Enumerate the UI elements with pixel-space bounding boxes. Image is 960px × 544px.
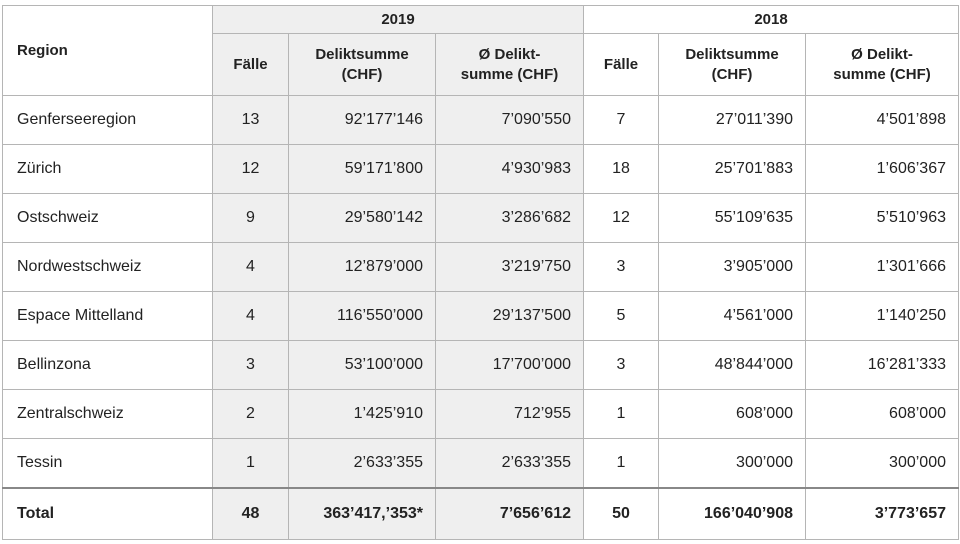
value-cell: 4’501’898 xyxy=(805,95,959,145)
value-cell: 48’844’000 xyxy=(658,340,806,390)
value-cell: 3’905’000 xyxy=(658,242,806,292)
total-cell: 363’417,’353* xyxy=(288,486,436,540)
value-cell: 53’100’000 xyxy=(288,340,436,390)
region-cell: Genferseeregion xyxy=(2,95,213,145)
value-cell: 29’580’142 xyxy=(288,193,436,243)
value-cell: 17’700’000 xyxy=(435,340,584,390)
total-cell: 166’040’908 xyxy=(658,486,806,540)
value-cell: 4’561’000 xyxy=(658,291,806,341)
value-cell: 27’011’390 xyxy=(658,95,806,145)
table-row: Zentralschweiz 2 1’425’910 712’955 1 608’000 6… xyxy=(2,389,959,439)
region-cell: Zentralschweiz xyxy=(2,389,213,439)
value-cell: 1 xyxy=(583,389,659,439)
value-cell: 300’000 xyxy=(658,438,806,488)
value-cell: 7’090’550 xyxy=(435,95,584,145)
value-cell: 1 xyxy=(583,438,659,488)
value-cell: 300’000 xyxy=(805,438,959,488)
value-cell: 4’930’983 xyxy=(435,144,584,194)
region-cell: Espace Mittelland xyxy=(2,291,213,341)
table-row: Tessin 1 2’633’355 2’633’355 1 300’000 300’000 xyxy=(2,438,959,488)
value-cell: 1’606’367 xyxy=(805,144,959,194)
value-cell: 116’550’000 xyxy=(288,291,436,341)
value-cell: 3 xyxy=(583,242,659,292)
value-cell: 25’701’883 xyxy=(658,144,806,194)
value-cell: 2’633’355 xyxy=(288,438,436,488)
column-header: Deliktsumme (CHF) xyxy=(288,33,436,96)
region-cell: Ostschweiz xyxy=(2,193,213,243)
value-cell: 1’425’910 xyxy=(288,389,436,439)
value-cell: 12 xyxy=(212,144,289,194)
value-cell: 16’281’333 xyxy=(805,340,959,390)
region-cell: Bellinzona xyxy=(2,340,213,390)
value-cell: 4 xyxy=(212,291,289,341)
table-body: Genferseeregion 13 92’177’146 7’090’550 7 27’… xyxy=(2,95,959,540)
value-cell: 12 xyxy=(583,193,659,243)
value-cell: 1’301’666 xyxy=(805,242,959,292)
column-header-row: Fälle Deliktsumme (CHF) Ø Delikt- summe (C… xyxy=(3,33,959,96)
total-cell: 3’773’657 xyxy=(805,486,959,540)
value-cell: 4 xyxy=(212,242,289,292)
total-row: Total 48 363’417,’353* 7’656’612 50 166’040’9… xyxy=(2,486,959,540)
value-cell: 2 xyxy=(212,389,289,439)
value-cell: 5 xyxy=(583,291,659,341)
table-row: Espace Mittelland 4 116’550’000 29’137’500 5… xyxy=(2,291,959,341)
value-cell: 29’137’500 xyxy=(435,291,584,341)
value-cell: 3 xyxy=(583,340,659,390)
value-cell: 59’171’800 xyxy=(288,144,436,194)
region-header: Region xyxy=(2,5,213,96)
value-cell: 55’109’635 xyxy=(658,193,806,243)
value-cell: 712’955 xyxy=(435,389,584,439)
value-cell: 1 xyxy=(212,438,289,488)
table-row: Zürich 12 59’171’800 4’930’983 18 25’701’883 1… xyxy=(2,144,959,194)
year-header: 2018 xyxy=(583,5,959,34)
value-cell: 3 xyxy=(212,340,289,390)
value-cell: 2’633’355 xyxy=(435,438,584,488)
value-cell: 13 xyxy=(212,95,289,145)
column-header: Ø Delikt- summe (CHF) xyxy=(435,33,584,96)
column-header: Deliktsumme (CHF) xyxy=(658,33,806,96)
total-cell: 7’656’612 xyxy=(435,486,584,540)
year-header: 2019 xyxy=(212,5,584,34)
value-cell: 5’510’963 xyxy=(805,193,959,243)
total-cell: 48 xyxy=(212,486,289,540)
region-cell: Nordwestschweiz xyxy=(2,242,213,292)
value-cell: 92’177’146 xyxy=(288,95,436,145)
value-cell: 3’286’682 xyxy=(435,193,584,243)
column-header: Ø Delikt- summe (CHF) xyxy=(805,33,959,96)
table-row: Genferseeregion 13 92’177’146 7’090’550 7 27’… xyxy=(2,95,959,145)
column-header: Fälle xyxy=(583,33,659,96)
value-cell: 3’219’750 xyxy=(435,242,584,292)
value-cell: 18 xyxy=(583,144,659,194)
table-row: Ostschweiz 9 29’580’142 3’286’682 12 55’109’6… xyxy=(2,193,959,243)
total-label: Total xyxy=(2,486,213,540)
region-cell: Zürich xyxy=(2,144,213,194)
value-cell: 1’140’250 xyxy=(805,291,959,341)
value-cell: 608’000 xyxy=(658,389,806,439)
value-cell: 9 xyxy=(212,193,289,243)
value-cell: 7 xyxy=(583,95,659,145)
region-cell: Tessin xyxy=(2,438,213,488)
value-cell: 608’000 xyxy=(805,389,959,439)
column-header: Fälle xyxy=(212,33,289,96)
value-cell: 12’879’000 xyxy=(288,242,436,292)
table-row: Nordwestschweiz 4 12’879’000 3’219’750 3 3’90… xyxy=(2,242,959,292)
crime-table: Region 2019 2018 Fälle Deliktsumme (CHF) Ø… xyxy=(2,5,959,540)
total-cell: 50 xyxy=(583,486,659,540)
table-row: Bellinzona 3 53’100’000 17’700’000 3 48’844’0… xyxy=(2,340,959,390)
